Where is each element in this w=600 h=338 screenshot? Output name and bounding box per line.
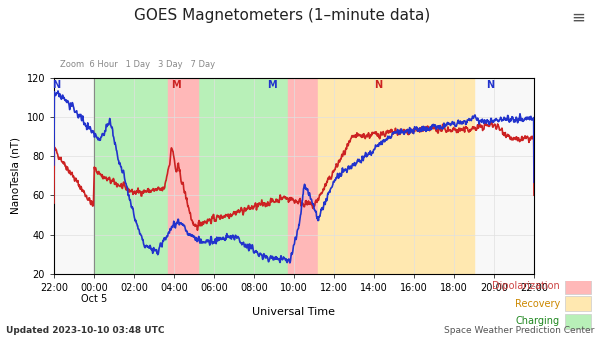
Bar	[94, 78, 168, 274]
Text: N: N	[486, 80, 494, 90]
Text: ≡: ≡	[571, 8, 585, 26]
Text: M: M	[171, 80, 181, 90]
Bar	[288, 78, 318, 274]
Bar	[318, 78, 474, 274]
FancyBboxPatch shape	[565, 279, 591, 294]
FancyBboxPatch shape	[565, 314, 591, 329]
Text: N: N	[374, 80, 382, 90]
Y-axis label: NanoTesla (nT): NanoTesla (nT)	[11, 137, 21, 214]
X-axis label: Universal Time: Universal Time	[253, 307, 335, 317]
Text: Charging: Charging	[516, 316, 560, 326]
Text: Dipolarization: Dipolarization	[492, 282, 560, 291]
Bar	[168, 78, 198, 274]
Text: N: N	[52, 80, 60, 90]
Text: Space Weather Prediction Center: Space Weather Prediction Center	[443, 325, 594, 335]
Bar	[194, 78, 288, 274]
Text: Recovery: Recovery	[515, 299, 560, 309]
Text: M: M	[267, 80, 277, 90]
Text: GOES Magnetometers (1–minute data): GOES Magnetometers (1–minute data)	[134, 8, 430, 23]
FancyBboxPatch shape	[565, 296, 591, 311]
Text: Updated 2023-10-10 03:48 UTC: Updated 2023-10-10 03:48 UTC	[6, 325, 164, 335]
Text: Zoom  6 Hour   1 Day   3 Day   7 Day: Zoom 6 Hour 1 Day 3 Day 7 Day	[60, 60, 215, 69]
